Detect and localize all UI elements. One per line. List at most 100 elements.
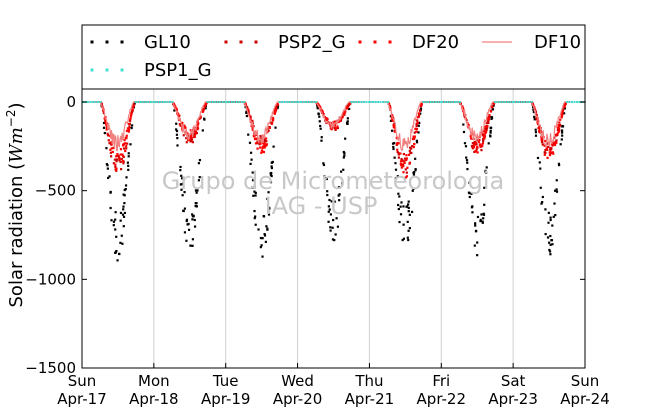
data-point-PSP2_G	[408, 146, 412, 149]
data-point-GL10	[326, 190, 329, 193]
data-point-GL10	[414, 157, 417, 160]
data-point-PSP2_G	[189, 140, 192, 143]
data-point-PSP1_G	[376, 101, 379, 103]
series-line-DF10	[96, 101, 140, 152]
data-point-GL10	[346, 120, 349, 123]
data-point-GL10	[185, 239, 188, 242]
data-point-GL10	[274, 126, 277, 129]
data-point-DF20	[555, 133, 558, 136]
data-point-PSP1_G	[441, 101, 444, 103]
data-point-GL10	[393, 141, 396, 145]
data-point-PSP2_G	[193, 133, 196, 136]
data-point-GL10	[203, 118, 206, 121]
data-point-GL10	[400, 201, 403, 204]
data-point-GL10	[316, 107, 319, 110]
data-point-GL10	[327, 205, 330, 208]
data-point-GL10	[481, 221, 484, 224]
data-point-PSP2_G	[125, 147, 128, 150]
data-point-GL10	[276, 105, 279, 109]
data-point-GL10	[194, 189, 198, 192]
data-point-DF20	[416, 116, 420, 119]
data-point-PSP2_G	[410, 151, 413, 154]
data-point-PSP2_G	[485, 128, 488, 131]
x-tick-label-date: Apr-22	[417, 390, 467, 408]
data-point-GL10	[182, 182, 185, 185]
data-point-GL10	[479, 218, 482, 221]
data-point-DF20	[486, 125, 489, 128]
data-point-PSP2_G	[119, 160, 122, 164]
data-point-DF20	[396, 141, 399, 145]
data-point-GL10	[106, 167, 109, 170]
data-point-DF20	[119, 148, 123, 151]
data-point-PSP2_G	[107, 139, 110, 142]
data-point-PSP2_G	[263, 139, 266, 142]
data-point-DF20	[563, 105, 566, 108]
data-point-GL10	[348, 107, 351, 111]
data-point-GL10	[103, 131, 106, 135]
data-point-DF20	[564, 102, 567, 105]
data-point-DF20	[345, 107, 348, 110]
data-point-GL10	[120, 234, 123, 237]
data-point-GL10	[127, 155, 130, 158]
data-point-PSP1_G	[576, 101, 579, 103]
data-point-DF20	[259, 142, 262, 145]
data-point-DF20	[545, 147, 548, 150]
data-point-GL10	[482, 217, 485, 220]
data-point-PSP1_G	[144, 101, 147, 103]
data-point-DF20	[114, 168, 118, 172]
data-point-DF20	[543, 153, 546, 156]
data-point-PSP1_G	[139, 101, 142, 103]
data-point-DF20	[561, 110, 564, 113]
data-point-DF20	[188, 138, 191, 142]
data-point-DF20	[201, 110, 204, 113]
data-point-DF20	[549, 150, 552, 153]
data-point-GL10	[122, 215, 126, 218]
data-point-GL10	[259, 246, 262, 249]
data-point-PSP1_G	[387, 101, 390, 103]
data-point-GL10	[330, 200, 333, 203]
data-point-PSP1_G	[315, 101, 318, 103]
data-point-PSP2_G	[321, 111, 324, 114]
data-point-DF20	[396, 148, 399, 151]
data-point-GL10	[544, 208, 547, 211]
x-tick-label-day: Wed	[281, 372, 314, 390]
data-point-GL10	[322, 162, 325, 165]
data-point-PSP2_G	[485, 121, 488, 125]
data-point-GL10	[552, 215, 555, 218]
data-point-DF20	[261, 142, 264, 145]
data-point-DF20	[557, 129, 560, 132]
data-point-DF20	[273, 112, 276, 115]
data-point-GL10	[129, 143, 132, 146]
data-point-GL10	[548, 241, 551, 244]
data-point-GL10	[402, 205, 405, 208]
data-point-DF20	[268, 126, 272, 129]
data-point-PSP2_G	[128, 119, 132, 122]
data-point-GL10	[333, 200, 336, 203]
data-point-GL10	[180, 174, 183, 177]
data-point-PSP1_G	[233, 101, 236, 103]
data-point-DF20	[259, 146, 262, 149]
y-tick-label: −500	[35, 182, 76, 200]
data-point-GL10	[112, 220, 116, 223]
data-point-DF20	[467, 124, 470, 127]
data-point-DF20	[484, 125, 488, 128]
data-point-PSP1_G	[357, 101, 360, 103]
data-point-GL10	[489, 131, 492, 134]
data-point-PSP1_G	[355, 101, 358, 103]
data-point-GL10	[490, 116, 494, 119]
series-line-DF10	[311, 101, 356, 129]
data-point-GL10	[191, 238, 194, 241]
data-point-GL10	[462, 123, 465, 126]
data-point-PSP1_G	[99, 101, 102, 103]
data-point-PSP1_G	[360, 101, 363, 103]
data-point-DF20	[341, 115, 344, 119]
data-point-DF20	[330, 128, 333, 131]
data-point-GL10	[560, 131, 564, 134]
data-point-GL10	[119, 241, 122, 244]
data-point-DF20	[129, 118, 132, 121]
data-point-PSP1_G	[238, 101, 241, 103]
data-point-GL10	[539, 186, 542, 189]
data-point-GL10	[479, 219, 482, 223]
data-point-PSP2_G	[416, 119, 419, 122]
data-point-PSP2_G	[259, 137, 262, 140]
